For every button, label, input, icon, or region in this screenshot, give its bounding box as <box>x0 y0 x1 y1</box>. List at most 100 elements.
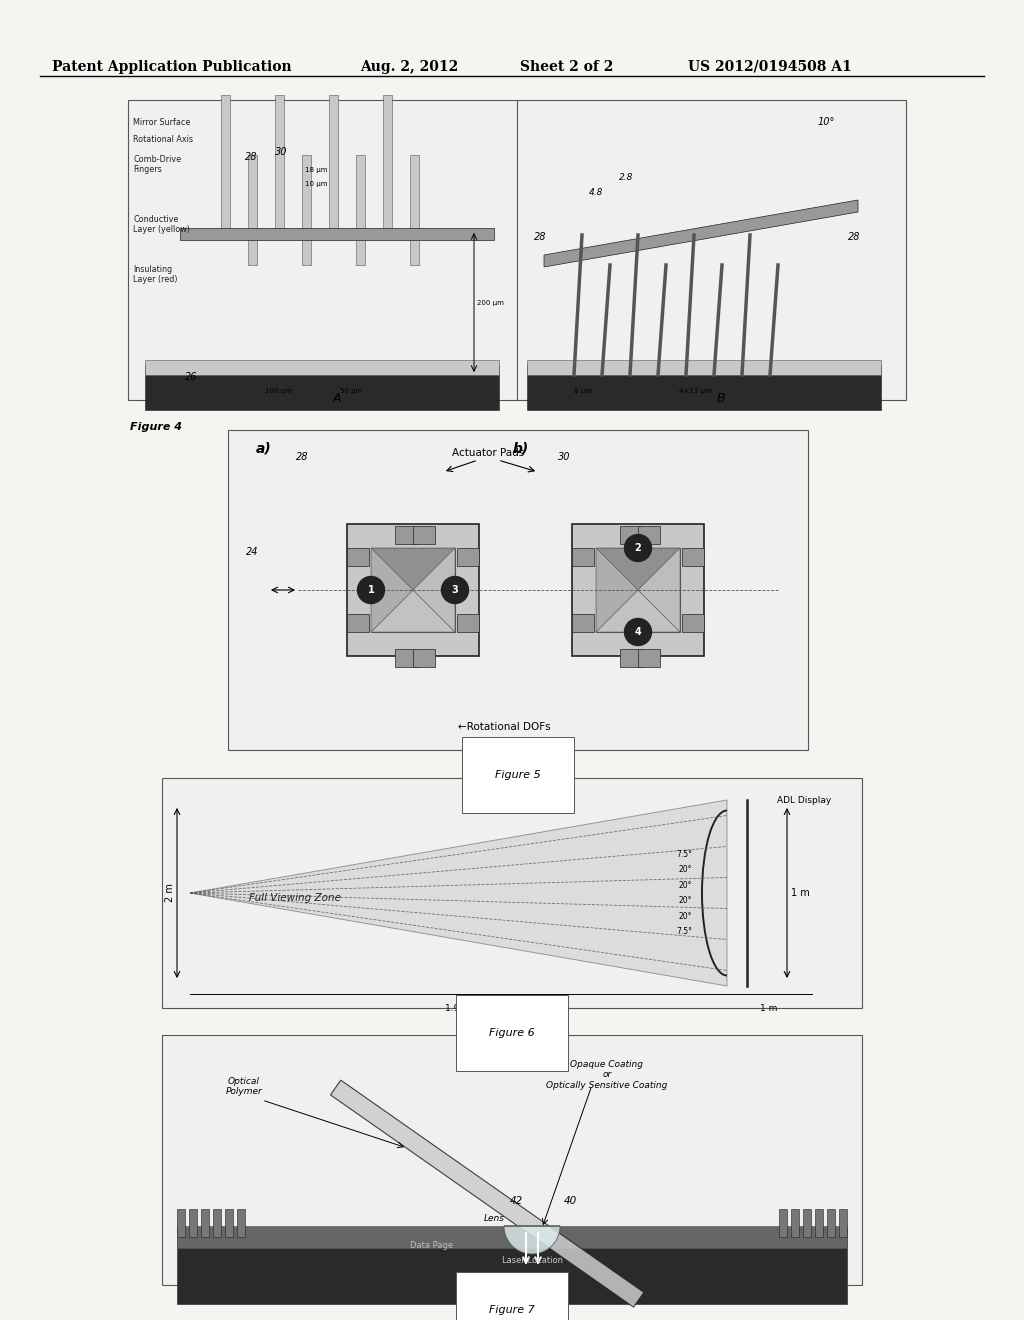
Text: 4: 4 <box>635 627 641 638</box>
Text: 26: 26 <box>185 372 198 381</box>
Bar <box>162 777 862 1008</box>
Text: Optical
Polymer: Optical Polymer <box>225 1077 262 1097</box>
Text: A: A <box>333 392 341 405</box>
Text: Aug. 2, 2012: Aug. 2, 2012 <box>360 59 459 74</box>
Text: Conductive: Conductive <box>133 215 178 224</box>
Text: 30: 30 <box>275 147 288 157</box>
Text: Rotational Axis: Rotational Axis <box>133 135 193 144</box>
Text: 20°: 20° <box>679 896 692 906</box>
Bar <box>221 95 230 235</box>
Text: US 2012/0194508 A1: US 2012/0194508 A1 <box>688 59 852 74</box>
Text: Laser Location: Laser Location <box>502 1257 562 1265</box>
Polygon shape <box>371 548 455 590</box>
Bar <box>162 1035 862 1284</box>
Bar <box>347 548 369 566</box>
Text: b): b) <box>513 441 529 455</box>
Bar <box>457 614 479 632</box>
Bar <box>395 649 417 667</box>
Polygon shape <box>544 201 858 267</box>
Bar <box>791 1209 799 1237</box>
Text: Layer (yellow): Layer (yellow) <box>133 224 189 234</box>
Text: 7.5°: 7.5° <box>676 850 692 859</box>
Bar <box>572 614 594 632</box>
Bar <box>189 1209 197 1237</box>
Bar <box>410 154 419 265</box>
Text: ←Rotational DOFs: ←Rotational DOFs <box>458 722 551 733</box>
Text: 50 μm: 50 μm <box>340 388 362 393</box>
Bar <box>329 95 338 235</box>
Bar <box>248 154 257 265</box>
Circle shape <box>357 577 384 603</box>
Polygon shape <box>596 548 638 632</box>
Bar <box>145 366 499 411</box>
Text: 1.9 m: 1.9 m <box>445 1005 471 1012</box>
Text: Opaque Coating
or
Optically Sensitive Coating: Opaque Coating or Optically Sensitive Co… <box>547 1060 668 1090</box>
Text: 1: 1 <box>368 585 375 595</box>
Bar <box>839 1209 847 1237</box>
Bar <box>128 100 906 400</box>
Bar <box>177 1226 847 1247</box>
Text: 40: 40 <box>564 1196 578 1206</box>
Text: B: B <box>717 392 725 405</box>
Text: Lens: Lens <box>483 1214 505 1224</box>
Text: 10°: 10° <box>818 117 836 127</box>
Bar <box>275 95 284 235</box>
Bar <box>302 154 311 265</box>
Text: 20°: 20° <box>679 912 692 921</box>
Polygon shape <box>190 800 727 986</box>
Text: Sheet 2 of 2: Sheet 2 of 2 <box>520 59 613 74</box>
Bar <box>803 1209 811 1237</box>
Text: 18 μm: 18 μm <box>305 168 328 173</box>
Bar <box>356 154 365 265</box>
Bar <box>638 525 659 544</box>
Text: 28: 28 <box>534 232 547 242</box>
Bar <box>572 548 594 566</box>
Text: 2: 2 <box>635 543 641 553</box>
Bar <box>371 548 455 632</box>
Text: 28: 28 <box>245 152 257 162</box>
Bar <box>596 548 680 632</box>
Bar <box>383 95 392 235</box>
Bar <box>413 525 434 544</box>
Text: a): a) <box>256 441 271 455</box>
Polygon shape <box>638 548 680 632</box>
Bar <box>620 525 642 544</box>
Text: Figure 5: Figure 5 <box>496 770 541 780</box>
Text: Figure 6: Figure 6 <box>489 1028 535 1038</box>
Text: Full Viewing Zone: Full Viewing Zone <box>249 894 341 903</box>
Text: Insulating: Insulating <box>133 265 172 275</box>
Text: 28: 28 <box>296 451 308 462</box>
Text: 8 μm: 8 μm <box>574 388 592 393</box>
Bar <box>145 360 499 375</box>
Bar <box>638 649 659 667</box>
Text: Data Page: Data Page <box>411 1241 454 1250</box>
Text: Mirror Surface: Mirror Surface <box>133 117 190 127</box>
Circle shape <box>625 535 651 561</box>
Text: 3: 3 <box>452 585 459 595</box>
Bar <box>177 1209 185 1237</box>
Text: 10 μm: 10 μm <box>305 181 328 187</box>
Text: 100 μm: 100 μm <box>265 388 292 393</box>
Text: 30: 30 <box>558 451 570 462</box>
Text: Fingers: Fingers <box>133 165 162 174</box>
Text: Comb-Drive: Comb-Drive <box>133 154 181 164</box>
Bar <box>347 614 369 632</box>
Polygon shape <box>504 1226 560 1254</box>
Text: Patent Application Publication: Patent Application Publication <box>52 59 292 74</box>
Bar <box>228 430 808 750</box>
Bar <box>779 1209 787 1237</box>
Text: 24: 24 <box>246 546 258 557</box>
Text: Figure 7: Figure 7 <box>489 1305 535 1315</box>
Text: Layer (red): Layer (red) <box>133 275 177 284</box>
Polygon shape <box>596 590 680 632</box>
Bar <box>682 548 705 566</box>
Bar <box>682 614 705 632</box>
Bar <box>815 1209 823 1237</box>
Circle shape <box>625 619 651 645</box>
Text: 20°: 20° <box>679 880 692 890</box>
Bar <box>395 525 417 544</box>
Bar <box>347 524 479 656</box>
Bar <box>237 1209 245 1237</box>
Text: Actuator Pads: Actuator Pads <box>452 447 524 458</box>
Text: 28: 28 <box>848 232 860 242</box>
